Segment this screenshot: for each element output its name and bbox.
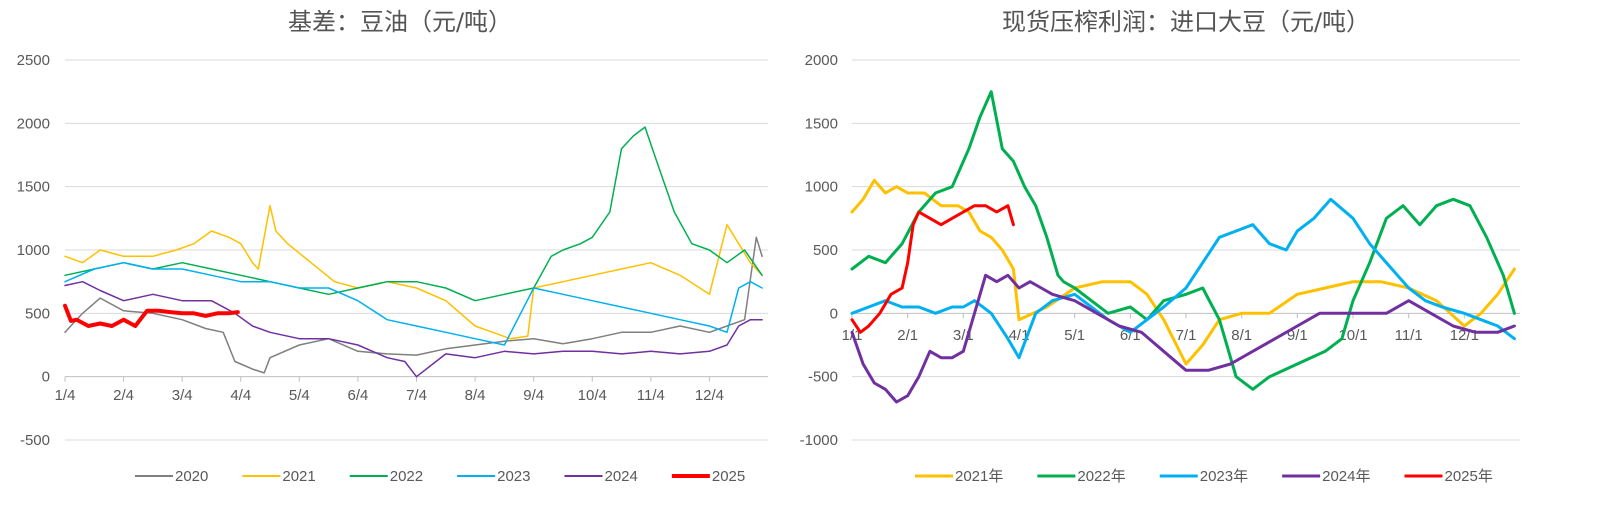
series-line-2024 [64, 280, 763, 378]
y-tick-label: 0 [830, 305, 838, 322]
y-tick-label: -1000 [800, 432, 838, 449]
chart-title: 现货压榨利润：进口大豆（元/吨） [1002, 8, 1370, 36]
series-line-2024 [850, 273, 1516, 404]
series-line-2025 [850, 204, 1015, 334]
series-line-2021 [850, 178, 1516, 366]
legend-label: 2024 [605, 468, 638, 485]
x-tick-label: 7/1 [1176, 327, 1197, 344]
y-tick-label: 2500 [17, 52, 50, 69]
x-tick-label: 1/4 [55, 387, 76, 404]
y-tick-label: 1500 [805, 115, 838, 132]
x-tick-label: 11/1 [1395, 327, 1423, 344]
x-tick-label: 2/1 [897, 327, 918, 344]
series-line-2021 [64, 204, 763, 340]
chart-soybean-oil-basis: 基差：豆油（元/吨） 2500 2000 1500 1000 500 0 -500 1/4 2/… [17, 8, 768, 485]
x-tick-label: 11/4 [637, 387, 665, 404]
chart-title: 基差：豆油（元/吨） [288, 8, 512, 36]
legend-label: 2025年 [1445, 468, 1493, 485]
legend-label: 2025 [712, 468, 745, 485]
x-tick-label: 12/4 [695, 387, 724, 404]
y-tick-label: -500 [808, 369, 838, 386]
x-tick-label: 2/4 [113, 387, 134, 404]
series-line-2023 [850, 197, 1516, 360]
x-tick-label: 3/4 [172, 387, 193, 404]
legend-label: 2022 [390, 468, 423, 485]
x-tick-label: 6/4 [347, 387, 368, 404]
chart-crush-margin: 现货压榨利润：进口大豆（元/吨） 2000 1500 1000 500 0 -500 -10… [800, 8, 1520, 485]
legend-label: 2020 [175, 468, 208, 485]
x-tick-label: 10/4 [578, 387, 607, 404]
y-tick-label: 500 [25, 305, 50, 322]
y-tick-label: 1000 [17, 242, 50, 259]
x-tick-label: 5/1 [1064, 327, 1085, 344]
y-tick-label: 0 [42, 369, 50, 386]
x-tick-label: 5/4 [289, 387, 310, 404]
x-tick-label: 9/4 [523, 387, 544, 404]
x-tick-label: 7/4 [406, 387, 427, 404]
legend-label: 2023年 [1200, 468, 1248, 485]
legend-label: 2022年 [1077, 468, 1125, 485]
series-line-2023 [64, 261, 763, 346]
y-tick-label: -500 [20, 432, 50, 449]
x-tick-label: 4/4 [230, 387, 251, 404]
legend-label: 2024年 [1322, 468, 1370, 485]
x-tick-label: 9/1 [1287, 327, 1308, 344]
legend-label: 2021 [282, 468, 315, 485]
series-line-2022 [64, 126, 763, 302]
y-tick-label: 2000 [17, 115, 50, 132]
legend-label: 2021年 [955, 468, 1003, 485]
y-tick-label: 2000 [805, 52, 838, 69]
series-line-2022 [850, 90, 1516, 391]
legend-label: 2023 [497, 468, 530, 485]
series-line-2020 [64, 236, 763, 374]
x-tick-label: 8/1 [1231, 327, 1252, 344]
y-tick-label: 1000 [805, 179, 838, 196]
y-tick-label: 1500 [17, 179, 50, 196]
y-tick-label: 500 [813, 242, 838, 259]
x-tick-label: 10/1 [1338, 327, 1367, 344]
x-tick-label: 8/4 [465, 387, 486, 404]
series-line-2025 [63, 303, 240, 328]
